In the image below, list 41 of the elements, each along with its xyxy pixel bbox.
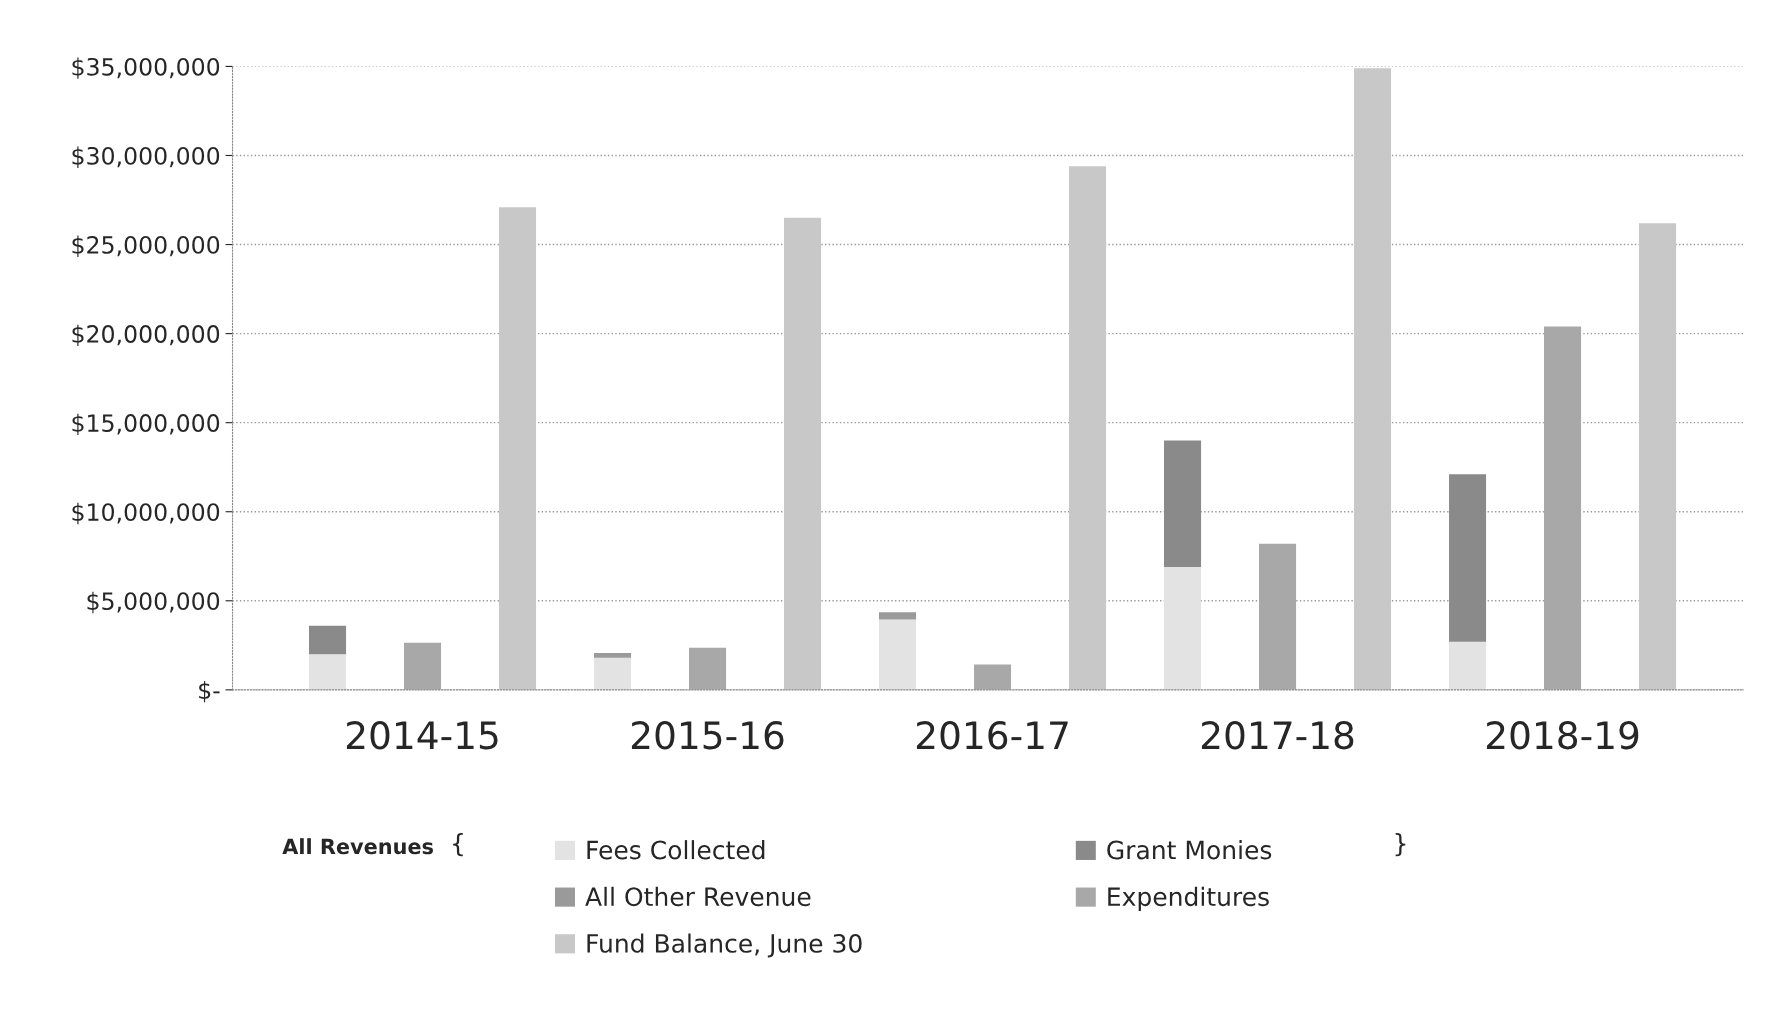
bar	[974, 664, 1012, 690]
text: }	[1395, 833, 1406, 857]
legend-label: Expenditures	[1108, 886, 1269, 911]
x-tick-label: 2015-16	[631, 721, 784, 750]
x-tick-label: 2017-18	[1201, 721, 1354, 750]
bar	[784, 217, 822, 690]
y-tick-label: $10,000,000	[72, 502, 220, 525]
bar	[404, 642, 442, 690]
bar	[309, 654, 347, 690]
bar	[689, 647, 727, 690]
y-tick-label: $30,000,000	[72, 146, 220, 168]
bar	[1069, 166, 1107, 690]
bar	[1639, 223, 1677, 690]
bar	[1354, 68, 1392, 690]
y-tick-label: $35,000,000	[72, 57, 220, 79]
legend-label: All Other Revenue	[585, 886, 811, 907]
y-tick-label: $15,000,000	[72, 413, 220, 436]
x-tick-label: 2018-19	[1486, 721, 1639, 750]
bar	[879, 612, 917, 620]
bar	[879, 619, 917, 690]
text: {	[453, 833, 463, 857]
bar	[1449, 641, 1487, 690]
bar	[1164, 566, 1202, 690]
legend-label: Grant Monies	[1107, 840, 1272, 860]
legend-label: Fund Balance, June 30	[587, 933, 862, 958]
bar	[1544, 326, 1582, 690]
bar	[1164, 440, 1202, 567]
bar	[594, 657, 632, 690]
bar	[1449, 474, 1487, 642]
y-tick-label: $25,000,000	[72, 235, 220, 257]
y-tick-label: $5,000,000	[87, 591, 220, 614]
bar	[309, 625, 347, 655]
legend-title: All Revenues	[282, 838, 433, 855]
x-tick-label: 2014-15	[346, 721, 498, 750]
y-tick-label: $-	[199, 680, 220, 703]
bar	[594, 652, 632, 658]
x-tick-label: 2016-17	[916, 721, 1068, 750]
y-tick-label: $20,000,000	[72, 324, 220, 347]
bar	[1259, 543, 1297, 690]
bar	[499, 207, 537, 690]
legend-label: Fees Collected	[587, 840, 765, 860]
